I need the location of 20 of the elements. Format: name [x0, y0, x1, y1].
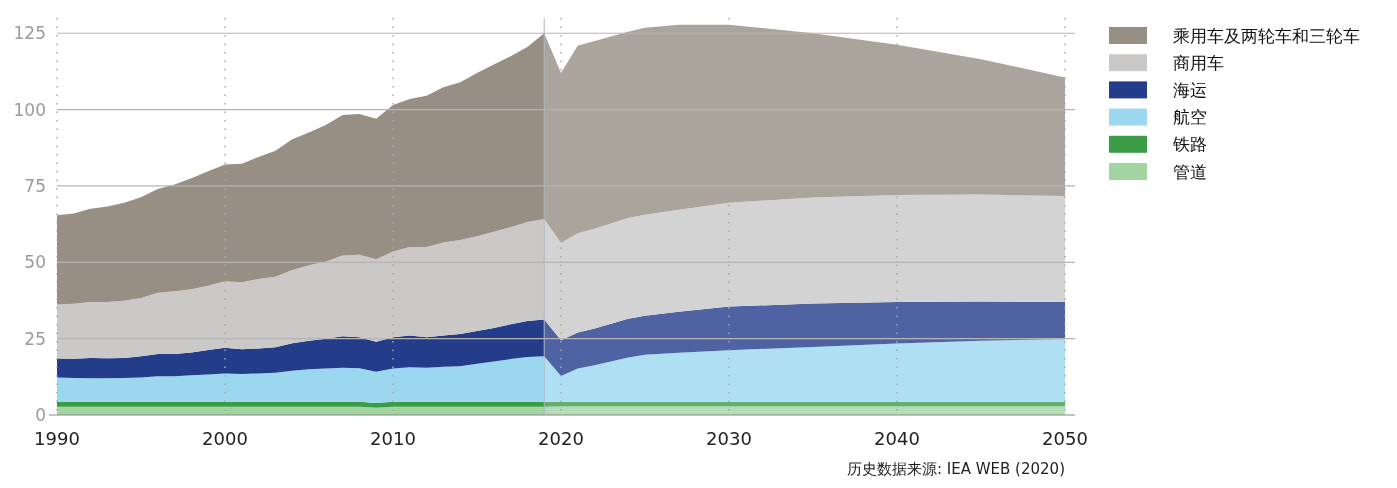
y-tick-label: 0 — [35, 404, 46, 425]
y-tick-label: 75 — [24, 175, 46, 196]
legend-label: 管道 — [1173, 161, 1207, 182]
legend-label: 海运 — [1173, 80, 1207, 101]
x-tick-label: 1990 — [34, 428, 80, 449]
x-tick-label: 2050 — [1042, 428, 1088, 449]
legend-label: 铁路 — [1172, 134, 1207, 155]
x-tick-label: 2030 — [706, 428, 752, 449]
x-tick-label: 2020 — [538, 428, 584, 449]
legend-label: 乘用车及两轮车和三轮车 — [1173, 25, 1360, 46]
y-tick-label: 50 — [24, 252, 46, 273]
x-tick-label: 2040 — [874, 428, 920, 449]
y-tick-label: 25 — [24, 328, 46, 349]
x-tick-label: 2000 — [202, 428, 248, 449]
legend-label: 航空 — [1173, 107, 1207, 128]
legend-label: 商用车 — [1173, 52, 1224, 73]
x-tick-label: 2010 — [370, 428, 416, 449]
y-tick-label: 100 — [13, 99, 46, 120]
text: 历史数据来源: IEA WEB (2020) — [847, 460, 1065, 478]
y-tick-label: 125 — [13, 23, 46, 44]
